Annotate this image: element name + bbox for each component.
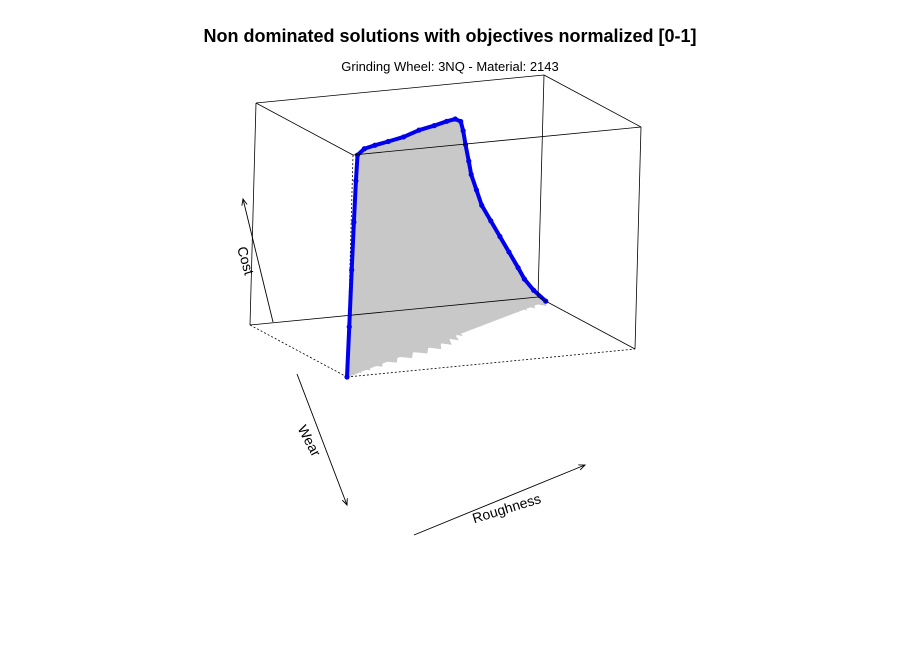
box-edge [537, 74, 545, 298]
data-point [488, 218, 494, 224]
box-visible-edges [249, 74, 642, 350]
chart-subtitle: Grinding Wheel: 3NQ - Material: 2143 [341, 59, 559, 74]
surface-facet [412, 347, 429, 354]
data-point [460, 128, 466, 134]
data-point [385, 138, 391, 145]
data-series-front [345, 117, 548, 379]
data-point [479, 202, 485, 208]
surface-facet [428, 343, 442, 350]
data-point [458, 118, 464, 125]
pareto-surface [346, 118, 547, 379]
box-edge [634, 126, 642, 350]
data-point [444, 118, 450, 124]
x-axis-label: Roughness [470, 490, 542, 526]
data-point [344, 374, 350, 380]
data-point [521, 276, 528, 282]
box-edge [537, 296, 636, 350]
data-point [468, 171, 474, 178]
y-axis-label: Wear [295, 422, 325, 459]
surface-facet [440, 338, 452, 345]
box-edge [249, 102, 257, 326]
data-point [431, 123, 437, 129]
data-point [416, 127, 422, 133]
box-edge [255, 102, 354, 156]
box-edge-hidden [346, 348, 636, 378]
box-edge-hidden [249, 324, 348, 378]
z-axis-arrow [243, 199, 274, 323]
data-point [473, 187, 480, 193]
data-point [361, 146, 367, 152]
data-point [452, 116, 458, 122]
data-point [462, 142, 469, 148]
surface-facet [397, 352, 413, 359]
data-points [344, 116, 549, 380]
surface-facet [449, 334, 459, 341]
data-point [351, 219, 357, 225]
data-point [531, 287, 537, 293]
axis-arrows [243, 199, 585, 536]
data-point [466, 158, 472, 164]
data-point [354, 152, 361, 158]
y-axis-arrow [296, 373, 347, 505]
z-axis-label: Cost [234, 245, 257, 277]
data-point [400, 134, 407, 140]
data-point [497, 233, 503, 240]
box-edge [352, 126, 642, 156]
data-point [346, 324, 352, 330]
chart-title: Non dominated solutions with objectives … [203, 26, 697, 46]
data-point [372, 142, 378, 148]
box-edge [543, 74, 642, 128]
data-point [349, 267, 355, 273]
data-point [506, 249, 512, 255]
data-point [515, 265, 521, 271]
x-axis-arrow [413, 465, 585, 536]
box-edge [249, 296, 539, 326]
data-point [353, 178, 359, 184]
box-edge [255, 74, 545, 104]
